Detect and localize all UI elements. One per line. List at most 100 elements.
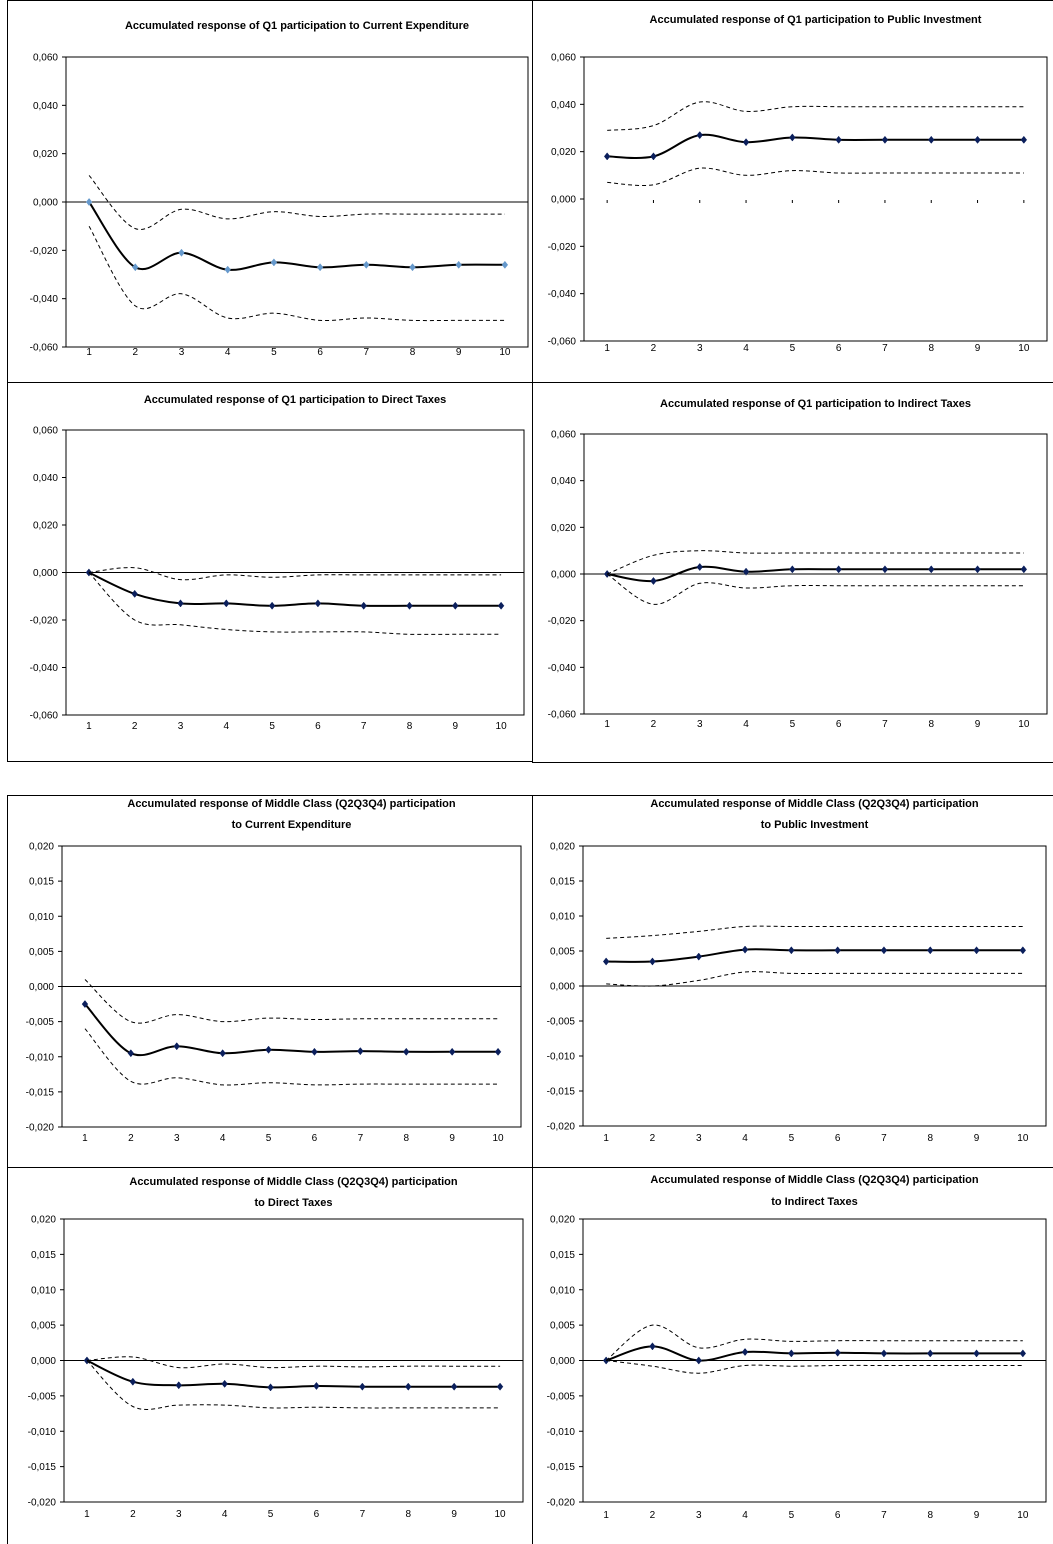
data-point-marker bbox=[788, 946, 795, 955]
y-tick-label: 0,015 bbox=[31, 1250, 56, 1261]
lower-band-line bbox=[607, 167, 1024, 186]
x-tick-label: 4 bbox=[742, 1510, 748, 1521]
data-point-marker bbox=[649, 957, 656, 966]
response-line bbox=[605, 1345, 1023, 1362]
chart-svg: Accumulated response of Middle Class (Q2… bbox=[26, 798, 522, 1144]
lower-band-line bbox=[606, 573, 1024, 605]
data-point-marker bbox=[452, 601, 459, 610]
y-tick-label: -0,015 bbox=[547, 1087, 576, 1098]
x-tick-label: 3 bbox=[697, 343, 703, 354]
chart-svg: Accumulated response of Middle Class (Q2… bbox=[28, 1176, 524, 1520]
x-tick-label: 7 bbox=[882, 343, 888, 354]
x-tick-label: 8 bbox=[927, 1133, 933, 1144]
y-tick-label: 0,060 bbox=[551, 53, 576, 64]
x-tick-label: 1 bbox=[84, 1509, 90, 1520]
x-tick-label: 10 bbox=[494, 1509, 506, 1520]
x-tick-label: 10 bbox=[1018, 343, 1030, 354]
y-tick-label: 0,020 bbox=[551, 523, 576, 534]
data-point-marker bbox=[363, 260, 370, 269]
x-tick-label: 7 bbox=[360, 1509, 366, 1520]
y-tick-label: -0,020 bbox=[547, 1122, 576, 1133]
data-point-marker bbox=[741, 945, 749, 954]
data-point-marker bbox=[131, 589, 138, 598]
data-point-marker bbox=[881, 565, 889, 574]
y-tick-label: 0,040 bbox=[551, 100, 576, 111]
data-point-marker bbox=[360, 601, 367, 610]
x-tick-label: 6 bbox=[315, 721, 321, 732]
data-point-marker bbox=[742, 567, 750, 576]
data-point-marker bbox=[834, 1348, 841, 1357]
x-tick-label: 2 bbox=[650, 1510, 656, 1521]
data-point-marker bbox=[834, 946, 841, 955]
x-tick-label: 10 bbox=[1017, 1133, 1029, 1144]
data-point-marker bbox=[314, 599, 322, 608]
y-tick-label: 0,015 bbox=[550, 1250, 575, 1261]
lower-band-line bbox=[606, 1360, 1023, 1374]
y-tick-label: 0,020 bbox=[29, 842, 54, 853]
y-tick-label: 0,040 bbox=[33, 473, 58, 484]
y-tick-label: 0,000 bbox=[31, 1356, 56, 1367]
data-point-marker bbox=[359, 1382, 366, 1391]
x-tick-label: 10 bbox=[1018, 719, 1030, 730]
y-tick-label: -0,040 bbox=[30, 294, 59, 305]
x-tick-label: 1 bbox=[603, 1133, 609, 1144]
y-tick-label: 0,020 bbox=[31, 1215, 56, 1226]
x-tick-label: 1 bbox=[603, 1510, 609, 1521]
data-point-marker bbox=[311, 1047, 318, 1056]
y-tick-label: 0,000 bbox=[33, 198, 58, 209]
x-tick-label: 1 bbox=[86, 347, 92, 358]
x-tick-label: 9 bbox=[451, 1509, 457, 1520]
y-tick-label: 0,010 bbox=[29, 912, 54, 923]
chart-panel-3: Accumulated response of Q1 participation… bbox=[8, 383, 532, 760]
data-point-marker bbox=[316, 263, 324, 272]
chart-title: Accumulated response of Q1 participation… bbox=[650, 14, 982, 26]
x-tick-label: 2 bbox=[133, 347, 139, 358]
data-point-marker bbox=[178, 248, 185, 257]
y-tick-label: -0,020 bbox=[30, 616, 59, 627]
chart-title: to Direct Taxes bbox=[254, 1197, 332, 1209]
x-tick-label: 5 bbox=[789, 1510, 795, 1521]
x-tick-label: 6 bbox=[317, 347, 323, 358]
x-tick-label: 2 bbox=[651, 719, 657, 730]
border-bottom-top-right bbox=[532, 762, 1053, 763]
data-point-marker bbox=[695, 1356, 702, 1365]
y-tick-label: 0,015 bbox=[550, 877, 575, 888]
data-point-marker bbox=[974, 135, 981, 144]
x-tick-label: 8 bbox=[410, 347, 416, 358]
y-tick-label: -0,060 bbox=[30, 711, 59, 722]
x-tick-label: 3 bbox=[176, 1509, 182, 1520]
data-point-marker bbox=[696, 131, 703, 140]
y-tick-label: 0,020 bbox=[33, 521, 58, 532]
y-tick-label: -0,010 bbox=[547, 1427, 576, 1438]
x-tick-label: 4 bbox=[220, 1133, 226, 1144]
data-point-marker bbox=[129, 1377, 137, 1386]
x-tick-label: 3 bbox=[174, 1133, 180, 1144]
chart-panel-5: Accumulated response of Middle Class (Q2… bbox=[8, 795, 532, 1167]
data-point-marker bbox=[455, 260, 462, 269]
data-point-marker bbox=[789, 133, 796, 142]
x-tick-label: 7 bbox=[364, 347, 370, 358]
x-tick-label: 3 bbox=[178, 721, 184, 732]
y-tick-label: 0,020 bbox=[33, 149, 58, 160]
x-tick-label: 9 bbox=[456, 347, 462, 358]
data-point-marker bbox=[223, 599, 230, 608]
data-point-marker bbox=[403, 1047, 410, 1056]
chart-svg: Accumulated response of Middle Class (Q2… bbox=[547, 1174, 1047, 1521]
upper-band-line bbox=[607, 101, 1024, 131]
x-tick-label: 10 bbox=[1017, 1510, 1029, 1521]
y-tick-label: -0,005 bbox=[547, 1017, 576, 1028]
x-tick-label: 7 bbox=[881, 1510, 887, 1521]
y-tick-label: -0,005 bbox=[547, 1391, 576, 1402]
upper-band-line bbox=[606, 925, 1023, 939]
x-tick-label: 6 bbox=[835, 1510, 841, 1521]
x-tick-label: 6 bbox=[836, 719, 842, 730]
x-tick-label: 8 bbox=[407, 721, 413, 732]
chart-title: to Indirect Taxes bbox=[771, 1196, 858, 1208]
y-tick-label: 0,060 bbox=[551, 430, 576, 441]
chart-svg: Accumulated response of Q1 participation… bbox=[30, 20, 529, 358]
upper-band-line bbox=[86, 1356, 501, 1369]
chart-panel-8: Accumulated response of Middle Class (Q2… bbox=[532, 1167, 1052, 1541]
data-point-marker bbox=[1020, 565, 1028, 574]
x-tick-label: 9 bbox=[453, 721, 459, 732]
chart-panel-1: Accumulated response of Q1 participation… bbox=[8, 5, 532, 383]
